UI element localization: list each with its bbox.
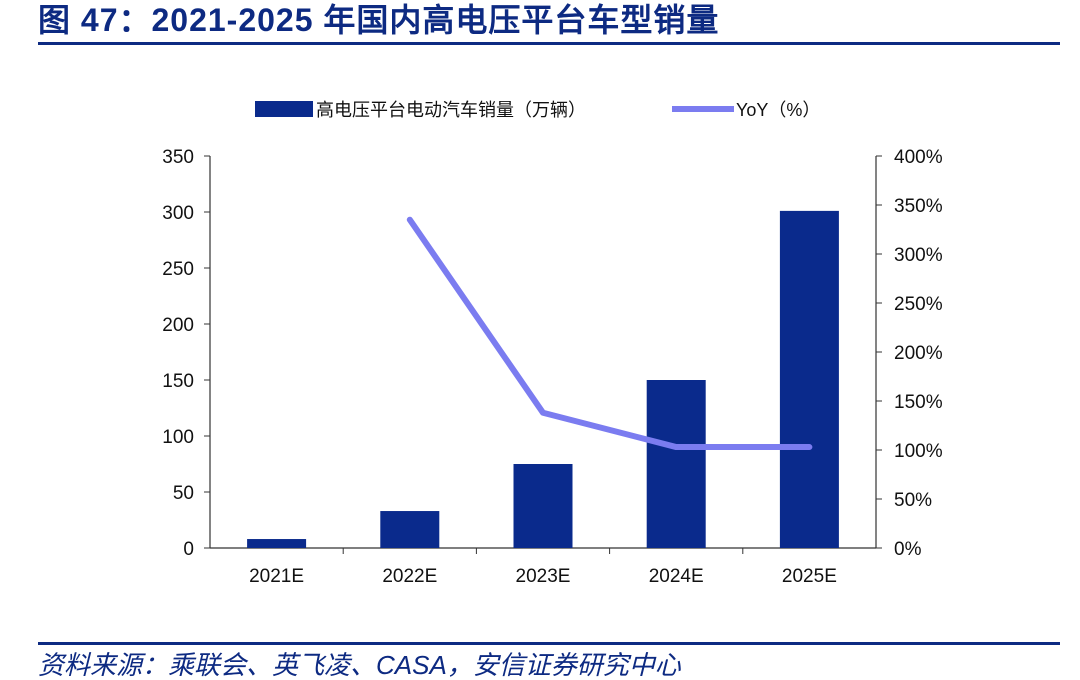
- legend-swatch-line: [672, 106, 734, 112]
- yoy-point-2023E: [541, 410, 545, 415]
- x-tick-label: 2021E: [249, 566, 304, 587]
- left-tick-label: 150: [162, 371, 194, 392]
- yoy-point-2025E: [807, 445, 812, 450]
- bar-2025E: [779, 210, 839, 548]
- left-tick-label: 0: [183, 539, 194, 560]
- left-tick-label: 300: [162, 203, 194, 224]
- x-tick-label: 2024E: [649, 566, 704, 587]
- right-tick-label: 400%: [894, 147, 943, 168]
- bar-series: [247, 210, 839, 548]
- yoy-line: [406, 216, 813, 451]
- left-tick-label: 350: [162, 147, 194, 168]
- right-tick-label: 150%: [894, 392, 943, 413]
- right-tick-label: 300%: [894, 245, 943, 266]
- chart-legend: 高电压平台电动汽车销量（万辆） YoY（%）: [255, 100, 820, 120]
- legend-label-bar: 高电压平台电动汽车销量（万辆）: [316, 100, 586, 120]
- yoy-point-2022E: [407, 217, 412, 222]
- yoy-series: [406, 216, 813, 451]
- legend-label-line: YoY（%）: [736, 100, 820, 120]
- right-tick-label: 50%: [894, 490, 932, 511]
- left-tick-label: 250: [162, 259, 194, 280]
- bar-2021E: [247, 539, 307, 548]
- figure-title: 图 47：2021-2025 年国内高电压平台车型销量: [38, 2, 720, 38]
- right-tick-label: 0%: [894, 539, 922, 560]
- yoy-point-2024E: [674, 445, 679, 450]
- legend-swatch-bar: [255, 101, 313, 117]
- right-tick-label: 350%: [894, 196, 943, 217]
- title-divider: [38, 42, 1060, 45]
- x-tick-label: 2022E: [382, 566, 437, 587]
- bar-2023E: [513, 464, 573, 548]
- left-tick-label: 50: [173, 483, 194, 504]
- source-note: 资料来源：乘联会、英飞凌、CASA，安信证券研究中心: [38, 650, 681, 680]
- right-tick-label: 250%: [894, 294, 943, 315]
- x-tick-label: 2025E: [782, 566, 837, 587]
- right-tick-label: 200%: [894, 343, 943, 364]
- bar-2022E: [380, 511, 440, 548]
- left-tick-label: 200: [162, 315, 194, 336]
- chart-axes: 0 50 100 150 200 250 300 350 0% 50% 100% 150% 200% 25…: [162, 147, 942, 587]
- left-tick-label: 100: [162, 427, 194, 448]
- right-tick-label: 100%: [894, 441, 943, 462]
- bar-2024E: [646, 380, 706, 548]
- x-tick-label: 2023E: [516, 566, 571, 587]
- source-divider: [38, 642, 1060, 645]
